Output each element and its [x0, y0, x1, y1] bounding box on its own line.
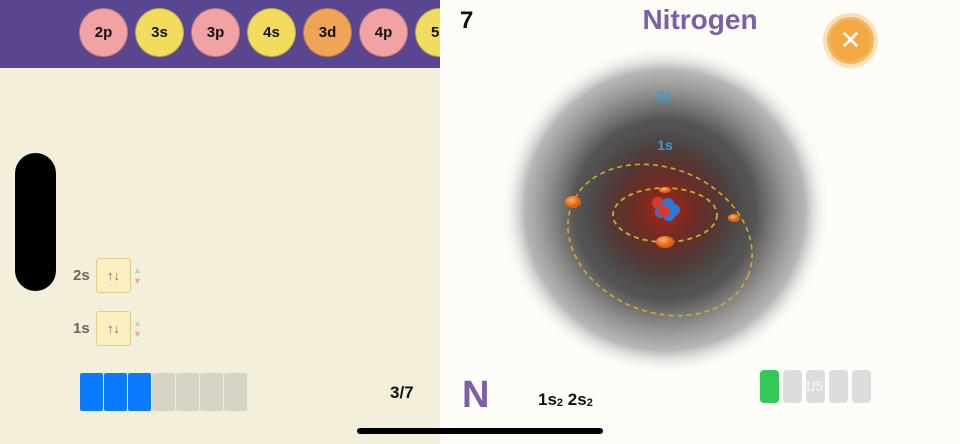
orbital-box[interactable]: ↑↓: [96, 311, 131, 346]
config-orbital: 1s: [538, 390, 557, 409]
decrease-icon[interactable]: ▼: [133, 328, 142, 339]
progress-segment-empty: [829, 370, 848, 403]
orbital-ball-4p[interactable]: 4p: [359, 8, 408, 57]
electron-arrows: ↑↓: [107, 268, 120, 283]
electron: [656, 236, 674, 248]
orbital-ball-4s[interactable]: 4s: [247, 8, 296, 57]
drag-handle[interactable]: [15, 153, 56, 291]
decrease-icon[interactable]: ▼: [133, 275, 142, 286]
progress-segment-empty: [200, 373, 223, 411]
electron: [659, 187, 671, 193]
progress-segment-empty: [224, 373, 247, 411]
orbital-row-1s: 1s ↑↓ ▲ ▼: [73, 311, 142, 346]
progress-segment-filled: [760, 370, 779, 403]
progress-segment-empty: [176, 373, 199, 411]
progress-segment-empty: [783, 370, 802, 403]
orbital-row-2s: 2s ↑↓ ▲ ▼: [73, 258, 142, 293]
progress-segment-filled: [80, 373, 103, 411]
progress-segment-empty: [852, 370, 871, 403]
electron-arrows: ↑↓: [107, 321, 120, 336]
shell-label-2s: 2s: [657, 88, 673, 104]
orbital-palette: 2p 3s 3p 4s 3d 4p 5s: [0, 0, 440, 68]
orbital-label: 2p: [94, 24, 113, 41]
orbital-label: 4p: [374, 24, 393, 41]
orbital-label: 3d: [318, 24, 337, 41]
close-button[interactable]: ✕: [827, 17, 874, 64]
orbital-label: 5s: [431, 24, 440, 41]
step-progress-label: 1/5: [804, 378, 824, 394]
orbital-builder-panel: 2p 3s 3p 4s 3d 4p 5s 2s ↑↓ ▲▼ 1s ↑↓ ▲▼ 3…: [0, 0, 440, 444]
element-name: Nitrogen: [642, 4, 758, 35]
electron: [565, 196, 581, 208]
electron: [728, 214, 740, 222]
config-electrons: 2: [556, 397, 564, 409]
orbital-ball-2p[interactable]: 2p: [79, 8, 128, 57]
electron-progress-bar: [80, 373, 247, 411]
electron-configuration: 1s2 2s2: [538, 390, 593, 410]
orbital-box[interactable]: ↑↓: [96, 258, 131, 293]
config-orbital: 2s: [567, 390, 587, 409]
orbital-row-label: 2s: [73, 267, 90, 284]
atom-model: 2s 1s: [500, 45, 830, 375]
home-indicator[interactable]: [357, 428, 603, 434]
orbital-ball-3s[interactable]: 3s: [135, 8, 184, 57]
element-symbol: N: [462, 374, 490, 416]
step-progress-bar: [760, 370, 871, 403]
progress-segment-empty: [152, 373, 175, 411]
orbital-ball-5s[interactable]: 5s: [415, 8, 440, 57]
orbital-label: 3p: [206, 24, 225, 41]
electron-count: 3/7: [390, 383, 414, 402]
increase-icon[interactable]: ▲: [133, 264, 142, 275]
orbital-label: 3s: [151, 24, 168, 41]
close-x-icon: ✕: [839, 25, 862, 55]
orbital-row-label: 1s: [73, 320, 90, 337]
shell-label-1s: 1s: [657, 137, 673, 153]
orbital-label: 4s: [263, 24, 280, 41]
orbital-ball-3d[interactable]: 3d: [303, 8, 352, 57]
element-detail-panel: 2s 1s 7 Nitrogen ✕ N 1s2 2s2 1/5: [440, 0, 960, 444]
progress-segment-empty: [806, 370, 825, 403]
atomic-number: 7: [460, 7, 474, 34]
orbital-ball-3p[interactable]: 3p: [191, 8, 240, 57]
progress-segment-filled: [104, 373, 127, 411]
config-electrons: 2: [586, 397, 593, 409]
nucleus: [652, 197, 680, 221]
increase-icon[interactable]: ▲: [133, 317, 142, 328]
progress-segment-filled: [128, 373, 151, 411]
